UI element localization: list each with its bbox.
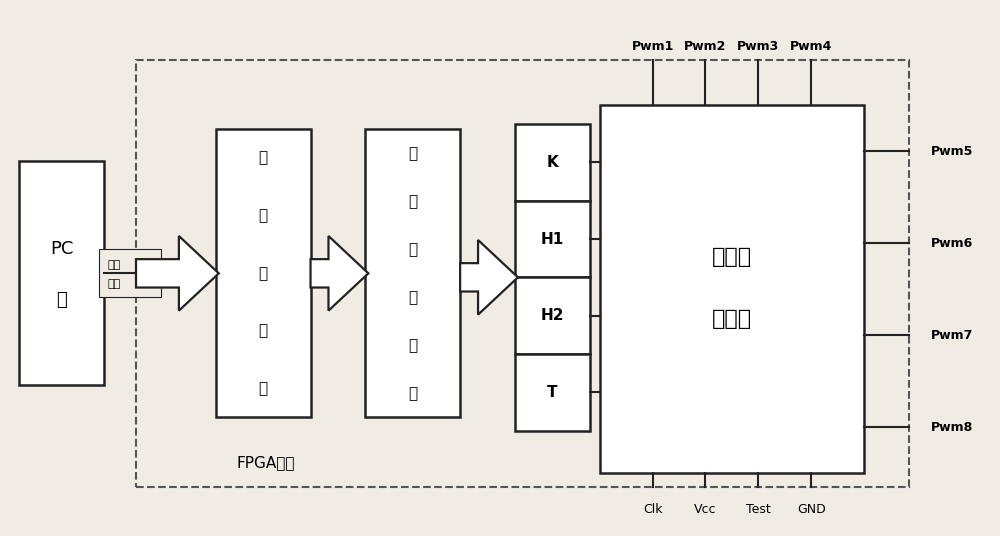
Bar (600, 106, 864, 473)
Bar (99, 249, 161, 297)
Text: 别: 别 (408, 290, 417, 305)
Text: 模: 模 (408, 338, 417, 353)
Text: 断: 断 (408, 194, 417, 209)
Text: H1: H1 (541, 232, 564, 247)
Text: Pwm4: Pwm4 (790, 40, 832, 53)
Bar (515, 124, 590, 200)
Text: Vcc: Vcc (694, 503, 717, 516)
Polygon shape (460, 240, 518, 315)
Text: Clk: Clk (643, 503, 662, 516)
Text: 机: 机 (56, 291, 67, 309)
Text: 识: 识 (408, 242, 417, 257)
Text: 寄: 寄 (259, 151, 268, 166)
Bar (19, 161, 104, 385)
Bar (515, 354, 590, 430)
Text: Test: Test (746, 503, 771, 516)
Text: T: T (547, 385, 558, 400)
Text: 制模块: 制模块 (712, 309, 752, 329)
Bar (365, 129, 460, 418)
Text: GND: GND (797, 503, 826, 516)
Bar (136, 60, 909, 487)
Text: Pwm1: Pwm1 (631, 40, 674, 53)
Text: Pwm3: Pwm3 (737, 40, 779, 53)
Text: FPGA芝片: FPGA芝片 (236, 456, 295, 471)
Text: H2: H2 (541, 308, 564, 323)
Text: K: K (546, 155, 558, 170)
Text: PC: PC (50, 240, 73, 258)
Text: Pwm7: Pwm7 (931, 329, 973, 342)
Text: 通信: 通信 (108, 279, 121, 289)
Text: Pwm6: Pwm6 (931, 237, 973, 250)
Polygon shape (311, 236, 368, 311)
Text: 制: 制 (259, 323, 268, 338)
Polygon shape (136, 236, 219, 311)
Text: 串口: 串口 (108, 260, 121, 270)
Bar (515, 200, 590, 277)
Text: Pwm8: Pwm8 (931, 421, 973, 434)
Bar (515, 277, 590, 354)
Text: Pwm2: Pwm2 (684, 40, 727, 53)
Text: Pwm5: Pwm5 (931, 145, 973, 158)
Bar (216, 129, 311, 418)
Text: 移相控: 移相控 (712, 247, 752, 267)
Text: 器: 器 (259, 381, 268, 396)
Text: 判: 判 (408, 146, 417, 161)
Text: 存: 存 (259, 209, 268, 224)
Text: 块: 块 (408, 386, 417, 401)
Text: 控: 控 (259, 266, 268, 281)
